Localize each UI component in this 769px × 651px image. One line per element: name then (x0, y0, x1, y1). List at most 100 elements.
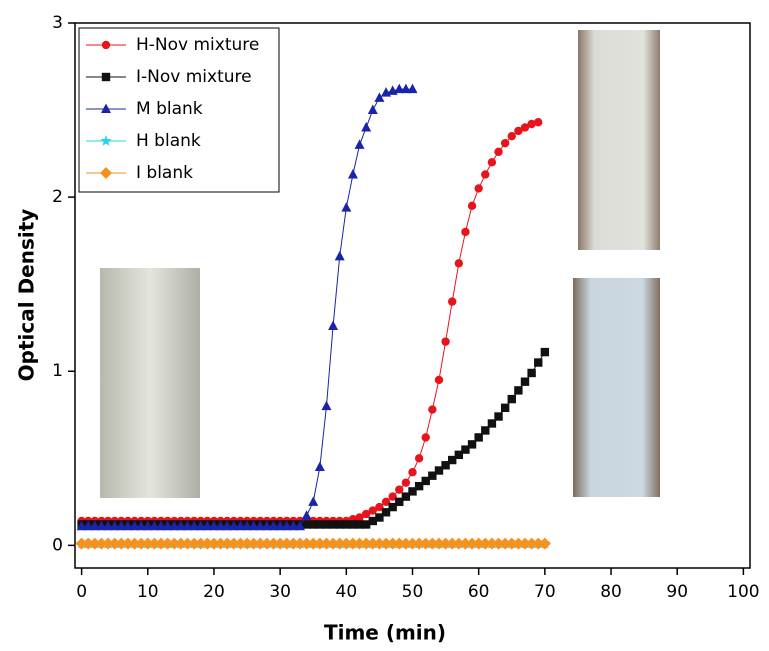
marker (439, 537, 452, 550)
marker (474, 184, 483, 193)
marker (189, 520, 200, 531)
marker (381, 497, 391, 507)
legend-label: H blank (136, 131, 201, 151)
marker (400, 83, 411, 94)
marker (174, 537, 187, 550)
marker (434, 466, 444, 475)
marker (268, 520, 279, 531)
marker (195, 520, 206, 531)
marker (321, 400, 332, 411)
marker (347, 168, 358, 179)
marker (208, 520, 219, 531)
marker (375, 502, 384, 512)
marker (255, 520, 266, 531)
marker (136, 520, 147, 531)
marker (142, 520, 153, 531)
marker (507, 131, 516, 141)
marker (327, 537, 340, 550)
marker (467, 201, 477, 211)
marker (479, 537, 492, 550)
photo-cuvette (100, 268, 200, 498)
marker (295, 520, 305, 531)
x-tick-label: 100 (727, 582, 759, 602)
marker (287, 537, 300, 550)
marker (281, 520, 292, 531)
marker (214, 537, 227, 550)
marker (155, 537, 168, 550)
marker (182, 520, 193, 531)
marker (414, 481, 424, 491)
marker (175, 520, 186, 531)
marker (487, 419, 497, 428)
marker (247, 537, 260, 550)
marker (342, 520, 351, 529)
marker (242, 520, 253, 531)
marker (101, 40, 111, 50)
x-tick-label: 40 (336, 582, 358, 602)
marker (83, 520, 94, 531)
marker (492, 537, 505, 550)
marker (520, 123, 530, 132)
marker (448, 455, 457, 465)
marker (202, 520, 213, 531)
marker (334, 250, 345, 261)
marker (335, 520, 344, 529)
marker (421, 433, 430, 442)
marker (294, 537, 306, 550)
marker (361, 121, 372, 132)
marker (388, 502, 397, 512)
marker (122, 520, 133, 531)
marker (309, 520, 318, 529)
y-tick-label: 0 (52, 535, 63, 555)
marker (228, 520, 239, 531)
marker (448, 297, 457, 306)
marker (222, 520, 233, 531)
marker (512, 537, 525, 550)
marker (102, 537, 115, 550)
marker (366, 537, 379, 550)
marker (353, 537, 366, 550)
marker (308, 496, 319, 506)
marker (406, 537, 419, 550)
marker (215, 520, 226, 531)
x-axis-label: Time (min) (324, 621, 446, 645)
marker (534, 358, 543, 367)
marker (340, 537, 353, 550)
marker (499, 537, 512, 550)
marker (380, 537, 393, 550)
marker (441, 461, 450, 470)
marker (188, 537, 201, 550)
marker (428, 471, 437, 480)
marker (527, 368, 536, 378)
x-tick-label: 70 (534, 582, 556, 602)
marker (514, 386, 523, 395)
marker (267, 537, 280, 550)
marker (466, 537, 479, 550)
marker (408, 468, 417, 477)
marker (95, 537, 108, 550)
marker (121, 537, 134, 550)
marker (467, 440, 477, 449)
marker (328, 520, 338, 529)
marker (254, 537, 267, 550)
x-tick-label: 30 (269, 582, 291, 602)
marker (474, 433, 483, 442)
marker (421, 476, 430, 486)
marker (538, 537, 551, 550)
marker (395, 485, 404, 494)
marker (156, 520, 167, 531)
marker (346, 537, 359, 550)
marker (519, 537, 531, 550)
marker (426, 537, 439, 550)
marker (235, 520, 246, 531)
marker (141, 537, 154, 550)
marker (135, 537, 148, 550)
marker (401, 478, 411, 487)
marker (148, 537, 161, 550)
marker (355, 520, 364, 529)
marker (461, 227, 470, 237)
marker (361, 520, 371, 529)
marker (507, 394, 516, 404)
marker (248, 520, 259, 531)
